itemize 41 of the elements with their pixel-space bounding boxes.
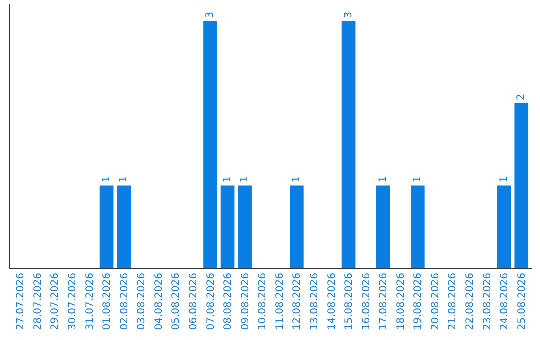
x-tick-label: 18.08.2026 (396, 273, 407, 330)
data-label: 1 (240, 176, 251, 183)
x-tick-label: 12.08.2026 (292, 273, 304, 330)
x-tick-label: 10.08.2026 (258, 273, 269, 330)
data-label: 1 (101, 176, 112, 183)
x-tick-label: 04.08.2026 (154, 273, 165, 330)
x-tick-label: 23.08.2026 (482, 273, 494, 330)
x-tick-label: 09.08.2026 (240, 273, 252, 330)
data-label: 3 (343, 12, 354, 18)
x-tick-label: 30.07.2026 (67, 273, 78, 330)
x-tick-label: 17.08.2026 (378, 273, 390, 330)
x-tick-label: 06.08.2026 (188, 273, 200, 330)
x-tick-label: 21.08.2026 (448, 273, 459, 330)
x-tick-label: 14.08.2026 (326, 273, 338, 330)
data-label: 3 (205, 12, 216, 18)
x-tick-label: 01.08.2026 (102, 273, 114, 330)
x-tick-label: 24.08.2026 (500, 273, 511, 330)
data-label: 1 (378, 176, 389, 183)
x-tick-label: 16.08.2026 (361, 273, 372, 330)
data-label: 2 (516, 94, 528, 101)
x-tick-label: 20.08.2026 (430, 273, 442, 330)
x-tick-label: 31.07.2026 (84, 273, 96, 330)
x-tick-label: 11.08.2026 (274, 273, 286, 330)
x-tick-label: 22.08.2026 (465, 273, 476, 330)
x-tick-label: 28.07.2026 (32, 273, 44, 330)
x-tick-label: 27.07.2026 (16, 273, 27, 330)
x-tick-label: 05.08.2026 (171, 273, 182, 330)
x-tick-label: 02.08.2026 (119, 273, 130, 330)
data-label: 1 (222, 176, 234, 183)
data-label: 1 (498, 176, 510, 183)
x-tick-label: 25.08.2026 (516, 273, 528, 330)
data-label: 1 (118, 176, 130, 183)
x-tick-label: 29.07.2026 (50, 273, 62, 330)
x-tick-label: 19.08.2026 (413, 273, 424, 330)
x-tick-label: 13.08.2026 (309, 273, 320, 330)
data-label: 1 (291, 176, 302, 183)
x-tick-label: 15.08.2026 (344, 273, 356, 330)
x-tick-label: 03.08.2026 (136, 273, 148, 330)
x-tick-label: 08.08.2026 (223, 273, 234, 330)
data-label: 1 (412, 176, 424, 183)
x-tick-label: 07.08.2026 (206, 273, 217, 330)
